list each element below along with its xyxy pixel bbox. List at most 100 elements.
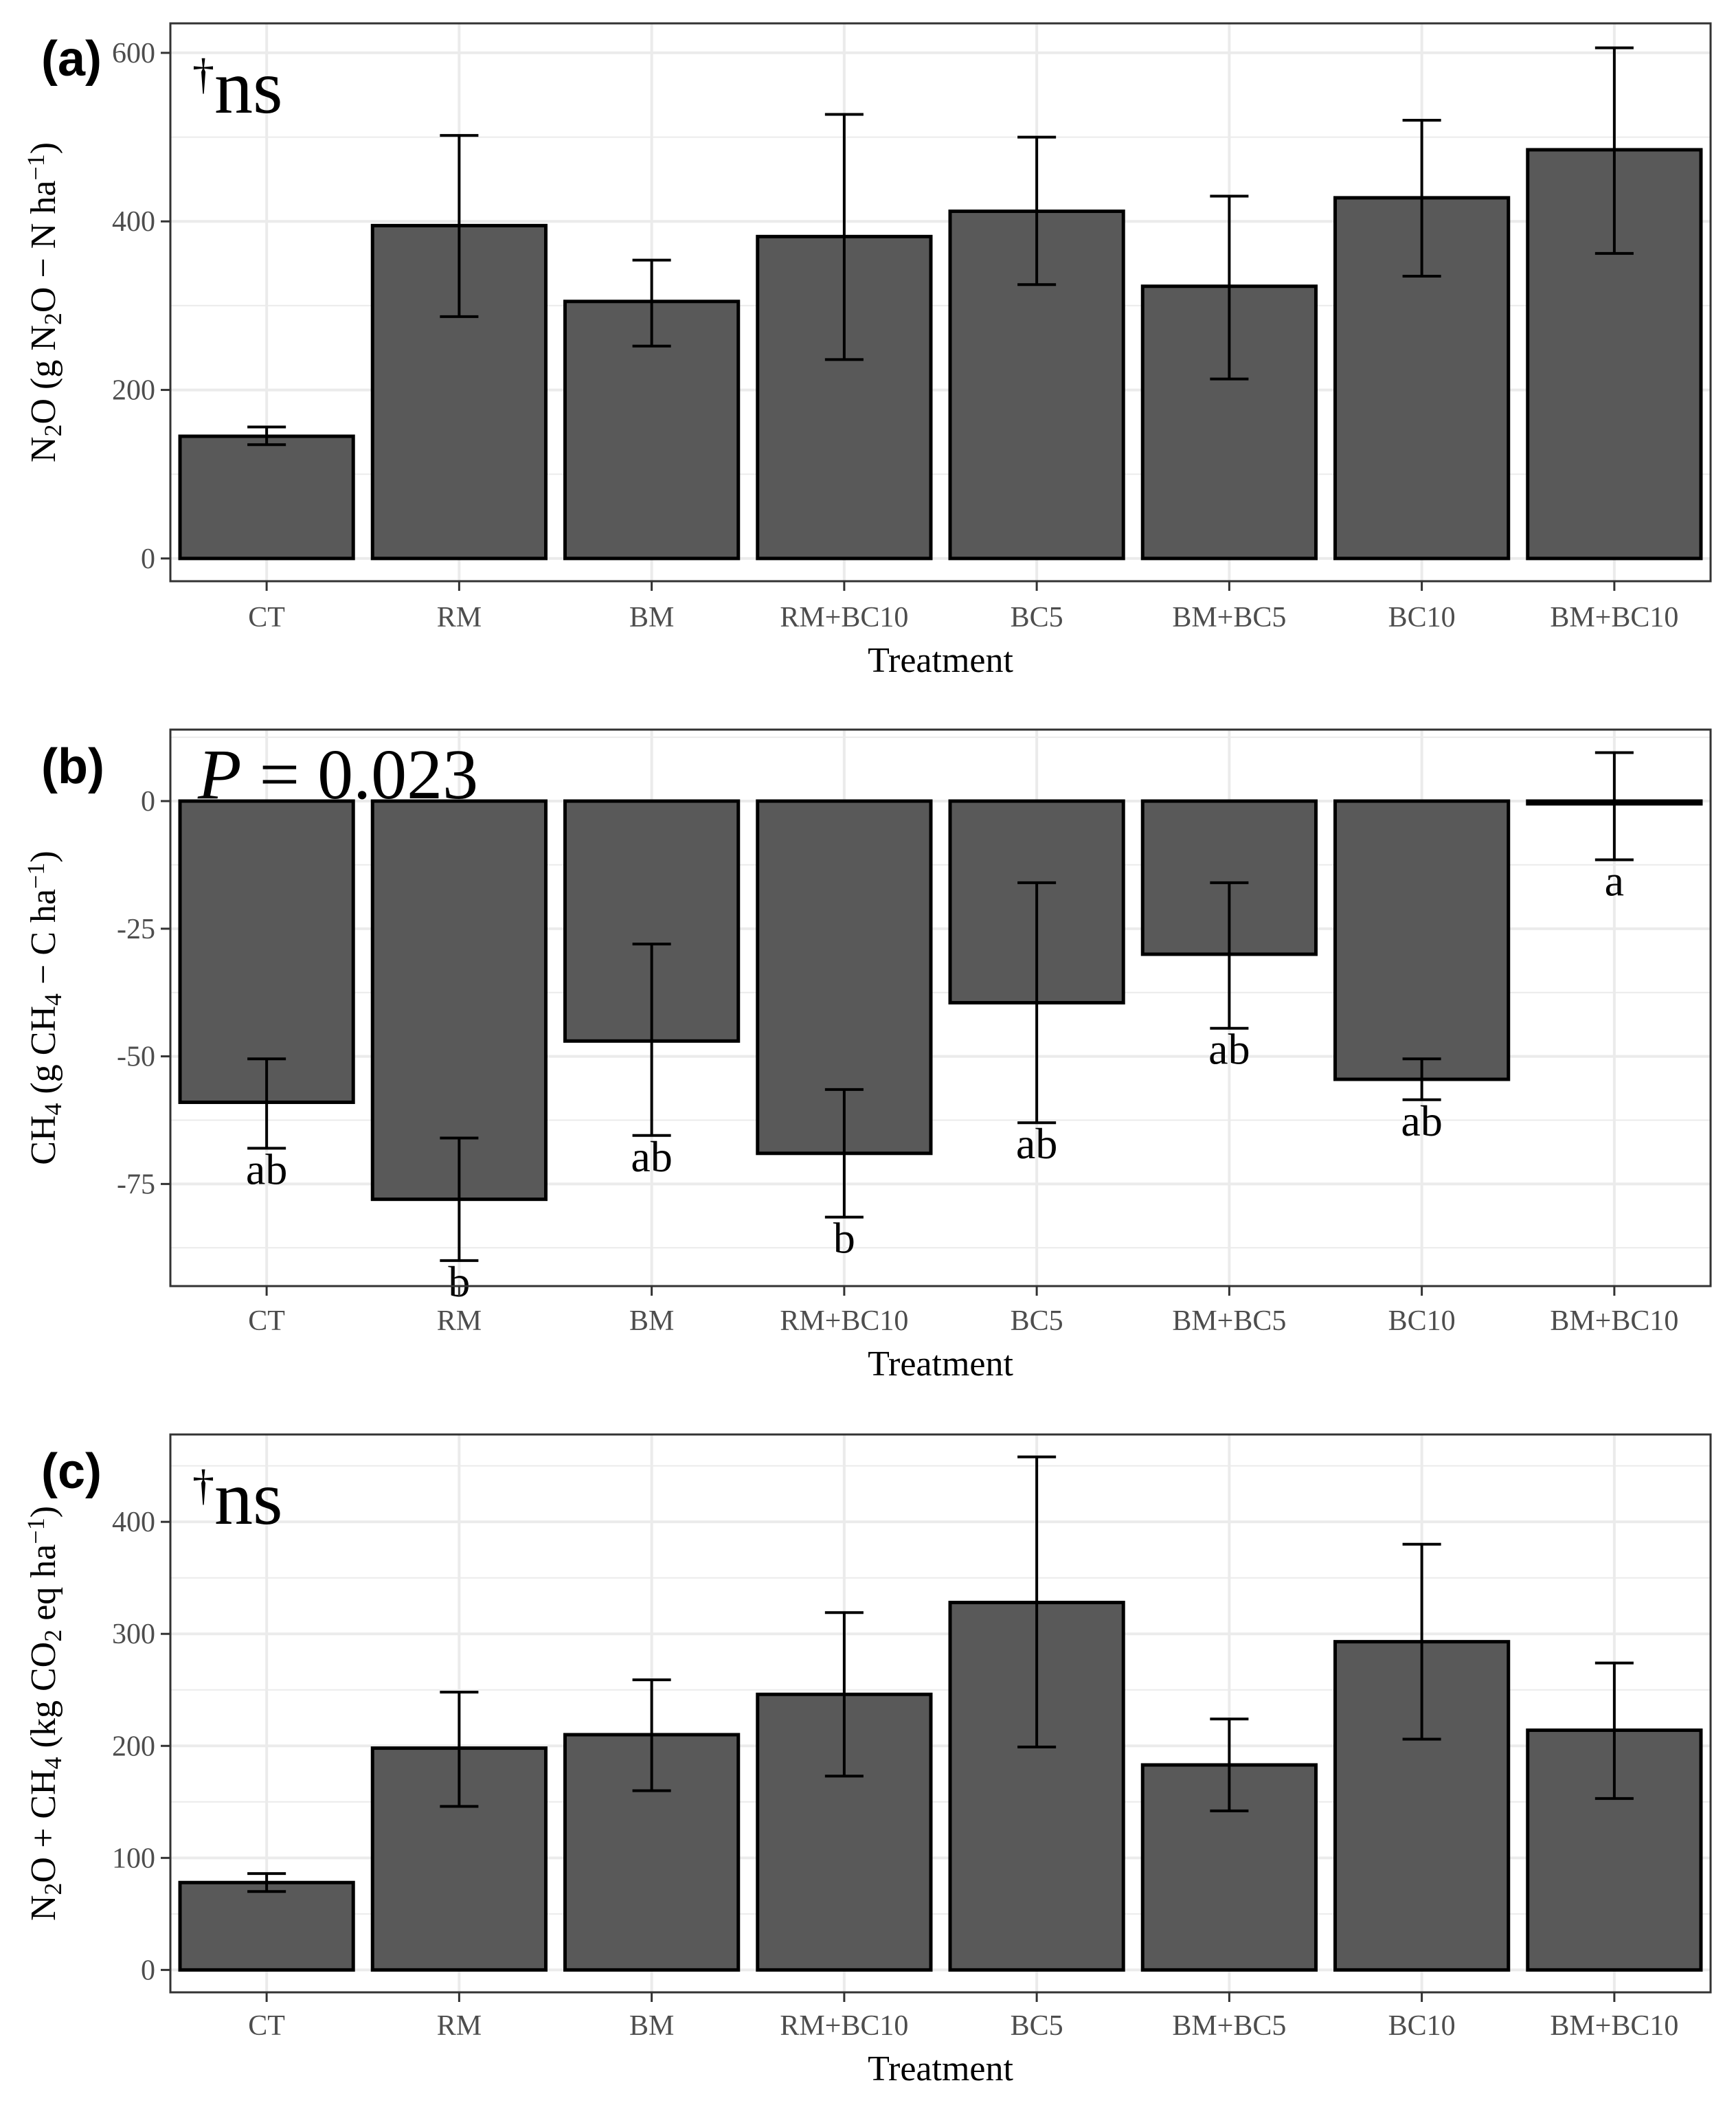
error-bar-BM+BC10 [1594, 46, 1634, 255]
y-tick-label: 600 [112, 38, 155, 69]
error-bar-BM+BC10 [1594, 751, 1634, 862]
x-tick-label: BM+BC10 [1550, 1305, 1678, 1337]
error-bar-RM+BC10 [824, 113, 864, 361]
y-title-superscript: −1 [22, 154, 49, 180]
error-bar-BC5 [1017, 881, 1057, 1125]
chart-panel-3: 0 100 200 300 400 CT RM BM RM+BC10 BC5 BM+BC5 BC10 B… [22, 1433, 1712, 2089]
x-tick-label: CT [248, 1305, 285, 1337]
bar-RM+BC10 [756, 1692, 933, 1972]
x-tick-label: BC10 [1388, 2010, 1456, 2042]
y-title-text: O + CH [24, 1769, 63, 1882]
x-tick-label: RM+BC10 [780, 1305, 908, 1337]
bar-RM [370, 1746, 548, 1972]
y-title-superscript: −1 [22, 1518, 49, 1544]
y-title-text: O − N ha [24, 181, 63, 313]
error-bar-RM+BC10 [824, 1088, 864, 1219]
x-axis-title: Treatment [868, 2049, 1013, 2089]
panel-border [169, 1433, 1712, 1994]
y-title-subscript: 2 [39, 425, 67, 437]
chart-panel-2: ab b ab b ab ab ab a 0 -25 -50 -75 CT RM BM RM+BC10 BC5 B… [22, 728, 1712, 1384]
x-tick-label: RM+BC10 [780, 602, 908, 633]
stat-value: = 0.023 [242, 735, 479, 814]
error-bar-BM+BC5 [1210, 1718, 1249, 1812]
error-bar-RM [440, 134, 479, 318]
bar-BC10 [1333, 799, 1511, 1081]
stat-annotation: †ns [192, 45, 283, 130]
error-bar-BM+BC10 [1594, 1661, 1634, 1800]
y-tick-label: -50 [117, 1042, 155, 1073]
y-title-text: ) [24, 1506, 63, 1518]
significance-label: ab [1401, 1096, 1442, 1145]
x-tick-label: BM+BC5 [1172, 1305, 1286, 1337]
error-bar-BM [632, 1678, 671, 1792]
panel-label: (b) [41, 739, 104, 794]
panel-border [169, 22, 1712, 583]
y-title-text: CH [24, 1116, 63, 1165]
y-title-text: (g CH [24, 1006, 63, 1103]
x-tick-label: RM [437, 602, 482, 633]
significance-label: ab [1016, 1119, 1057, 1168]
significance-label: b [448, 1257, 470, 1306]
y-title-text: (kg CO [24, 1642, 63, 1757]
bar-CT [178, 799, 355, 1104]
error-bar-BC10 [1402, 1542, 1441, 1741]
x-tick-label: RM [437, 1305, 482, 1337]
y-tick-label: 0 [141, 1955, 155, 1986]
bar-CT [178, 1880, 355, 1972]
y-tick-label: 300 [112, 1619, 155, 1650]
error-bar-BC10 [1402, 1057, 1441, 1101]
panel-border [169, 728, 1712, 1287]
stat-p-italic: P [197, 735, 242, 814]
x-tick-label: BM [629, 2010, 674, 2042]
panel-label: (a) [41, 32, 102, 87]
y-tick-label: 200 [112, 375, 155, 407]
x-tick-label: BC5 [1011, 602, 1063, 633]
error-bar-BM [632, 943, 671, 1137]
bar-RM [370, 799, 548, 1202]
bar-CT [178, 434, 355, 561]
error-bar-BC5 [1017, 135, 1057, 286]
x-axis-title: Treatment [868, 641, 1013, 680]
error-bar-BM [632, 258, 671, 348]
chart-panel-1: 0 200 400 600 CT RM BM RM+BC10 BC5 BM+BC5 BC10 BM+B… [22, 22, 1712, 680]
y-title-text: ) [24, 851, 63, 862]
bar-BM+BC5 [1140, 1763, 1318, 1972]
stat-dagger: † [192, 1461, 214, 1509]
x-tick-label: CT [248, 602, 285, 633]
error-bar-CT [247, 1872, 286, 1893]
y-tick-label: -25 [117, 914, 155, 945]
significance-label: a [1605, 856, 1624, 905]
x-tick-label: BC5 [1011, 1305, 1063, 1337]
y-title-superscript: −1 [22, 863, 49, 889]
y-tick-label: 400 [112, 206, 155, 238]
x-tick-label: BC10 [1388, 602, 1456, 633]
y-title-subscript: 4 [39, 1103, 67, 1116]
panel-label: (c) [41, 1444, 102, 1499]
x-tick-label: BM+BC5 [1172, 2010, 1286, 2042]
y-title-text: eq ha [24, 1544, 63, 1630]
y-title-text: O (g N [24, 325, 63, 424]
y-tick-label: 0 [141, 543, 155, 575]
y-axis-title: CH4 (g CH4 − C ha−1) [22, 851, 67, 1165]
y-title-subscript: 2 [39, 1882, 67, 1895]
y-title-subscript: 2 [39, 1630, 67, 1642]
significance-label: ab [246, 1145, 287, 1193]
bar-BM [563, 799, 741, 1043]
error-bar-RM [440, 1691, 479, 1808]
y-title-text: N [24, 437, 63, 463]
y-axis-title: N2O + CH4 (kg CO2 eq ha−1) [22, 1506, 67, 1921]
y-tick-label: 400 [112, 1507, 155, 1538]
x-tick-label: BC10 [1388, 1305, 1456, 1337]
x-tick-label: BM [629, 602, 674, 633]
error-bar-BM+BC5 [1210, 194, 1249, 381]
significance-label: ab [631, 1132, 672, 1181]
stat-ns: ns [214, 1456, 283, 1541]
x-tick-label: BM+BC10 [1550, 2010, 1678, 2042]
x-tick-label: RM [437, 2010, 482, 2042]
stat-annotation: †ns [192, 1456, 283, 1541]
x-axis-title: Treatment [868, 1344, 1013, 1384]
x-tick-label: RM+BC10 [780, 2010, 908, 2042]
error-bar-CT [247, 1057, 286, 1150]
y-axis-title: N2O (g N2O − N ha−1) [22, 142, 67, 462]
